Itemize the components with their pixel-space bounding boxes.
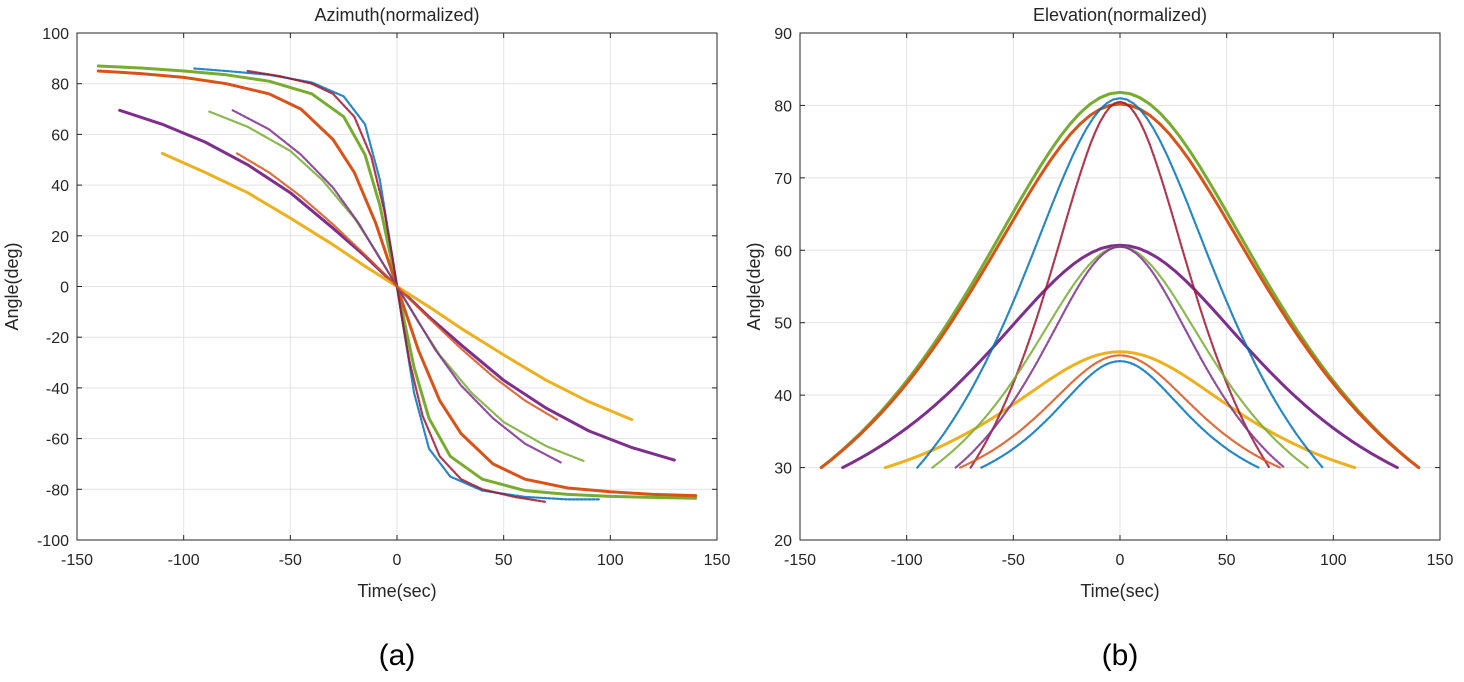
y-tick-label: 20 [51, 229, 69, 246]
y-tick-label: -80 [46, 482, 69, 499]
y-tick-label: 60 [51, 127, 69, 144]
series-line-pass-blue-dotted [916, 97, 1324, 469]
series-line-pass-blue2-dotted [980, 360, 1260, 469]
y-tick-label: 40 [774, 388, 792, 405]
azimuth-panel: -150 -100 -50 0 50 100 150 -100 -80 -60 -40 -20 0 20 4… [2, 5, 730, 672]
series-line-pass-salmon-dotted [235, 152, 559, 421]
y-tick-label: 50 [774, 316, 792, 333]
x-tick-label: 0 [393, 552, 402, 569]
y-tick-label: -60 [46, 432, 69, 449]
x-tick-label: 100 [1320, 552, 1347, 569]
y-tick-label: -20 [46, 330, 69, 347]
y-tick-label: 30 [774, 461, 792, 478]
x-tick-label: -100 [891, 552, 923, 569]
y-tick-label: 100 [42, 26, 69, 43]
series-line-pass-orange-solid [819, 102, 1421, 470]
x-tick-label: 50 [1218, 552, 1236, 569]
y-axis-label: Angle(deg) [2, 242, 22, 330]
x-tick-label: 0 [1116, 552, 1125, 569]
y-tick-label: -100 [37, 533, 69, 550]
x-tick-label: 100 [597, 552, 624, 569]
x-axis-label: Time(sec) [357, 581, 436, 601]
x-tick-label: -50 [1002, 552, 1025, 569]
y-tick-label: 20 [774, 533, 792, 550]
y-tick-label: 90 [774, 26, 792, 43]
y-tick-label: 70 [774, 171, 792, 188]
series-line-pass-darkred-dotted [969, 100, 1271, 469]
panel-caption: (a) [379, 639, 416, 672]
x-axis-label: Time(sec) [1080, 581, 1159, 601]
x-tick-label: 150 [1427, 552, 1454, 569]
y-tick-label: -40 [46, 381, 69, 398]
y-tick-label: 40 [51, 178, 69, 195]
series-line-pass-purple-solid [841, 243, 1399, 470]
y-tick-label: 0 [60, 280, 69, 297]
elevation-panel: -150 -100 -50 0 50 100 150 20 30 40 50 60 70 80 90 Elev… [744, 5, 1453, 672]
series-line-pass-green-solid [819, 90, 1421, 470]
series-line-pass-yellow-solid [883, 350, 1357, 470]
series-line-pass-magenta-dotted [954, 245, 1286, 469]
x-tick-label: 150 [704, 552, 731, 569]
x-tick-label: 50 [495, 552, 513, 569]
chart-title: Azimuth(normalized) [314, 5, 479, 25]
x-tick-label: -100 [168, 552, 200, 569]
x-tick-label: -150 [61, 552, 93, 569]
panel-caption: (b) [1102, 639, 1139, 672]
y-tick-label: 80 [51, 77, 69, 94]
x-tick-label: -50 [279, 552, 302, 569]
x-tick-label: -150 [784, 552, 816, 569]
y-tick-label: 60 [774, 243, 792, 260]
chart-title: Elevation(normalized) [1033, 5, 1207, 25]
y-axis-label: Angle(deg) [744, 242, 764, 330]
series-line-pass-salmon-dotted [958, 354, 1282, 469]
y-tick-label: 80 [774, 98, 792, 115]
